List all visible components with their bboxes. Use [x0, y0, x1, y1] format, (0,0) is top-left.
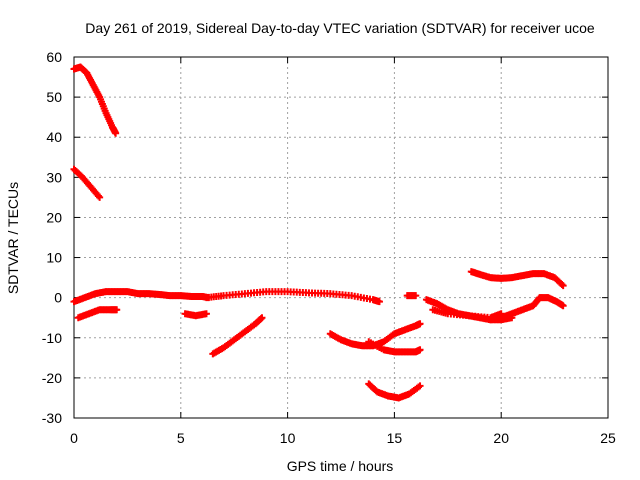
y-axis-label: SDTVAR / TECUs [5, 182, 21, 294]
tick-labels: 0 5 10 15 20 25 -30 -20 -10 0 10 20 30 40 50 60 [42, 49, 616, 446]
grid [74, 57, 608, 418]
y-tick-label: 10 [46, 250, 62, 266]
series-arc-5 [181, 310, 210, 320]
y-tick-label: 40 [46, 129, 62, 145]
data-point [375, 298, 383, 306]
data-point [416, 382, 424, 390]
data-point [112, 129, 120, 137]
series-arc-15 [487, 294, 567, 324]
series-arc-1 [70, 63, 120, 137]
y-tick-label: 30 [46, 169, 62, 185]
data-point [416, 320, 424, 328]
series-arc-3 [70, 288, 213, 306]
series-arc-7 [209, 314, 266, 358]
chart-title: Day 261 of 2019, Sidereal Day-to-day VTE… [85, 20, 595, 36]
plot-area [70, 63, 567, 402]
data-point [559, 282, 567, 290]
data-point [258, 314, 266, 322]
y-tick-label: -30 [42, 410, 62, 426]
x-tick-label: 10 [280, 430, 296, 446]
data-point [558, 280, 566, 288]
data-point [412, 292, 420, 300]
y-tick-label: -20 [42, 370, 62, 386]
x-tick-label: 5 [177, 430, 185, 446]
data-point [96, 193, 104, 201]
y-tick-label: 50 [46, 89, 62, 105]
series-arc-11 [403, 292, 420, 300]
data-point [416, 346, 424, 354]
series-arc-14 [467, 268, 567, 290]
data-point [559, 302, 567, 310]
series-arc-6 [202, 288, 383, 306]
y-tick-label: -10 [42, 330, 62, 346]
x-tick-label: 20 [493, 430, 509, 446]
x-tick-label: 25 [600, 430, 616, 446]
data-point [202, 310, 210, 318]
series-arc-2 [70, 165, 104, 201]
x-tick-label: 0 [70, 430, 78, 446]
y-tick-label: 20 [46, 209, 62, 225]
series-arc-10 [365, 380, 424, 402]
plot-border [73, 56, 609, 419]
y-tick-label: 60 [46, 49, 62, 65]
series-arc-9 [365, 338, 424, 356]
y-tick-label: 0 [54, 290, 62, 306]
x-axis-label: GPS time / hours [287, 458, 394, 474]
x-tick-label: 15 [387, 430, 403, 446]
data-point [113, 306, 121, 314]
axes [73, 56, 609, 419]
series-arc-4 [74, 306, 121, 322]
